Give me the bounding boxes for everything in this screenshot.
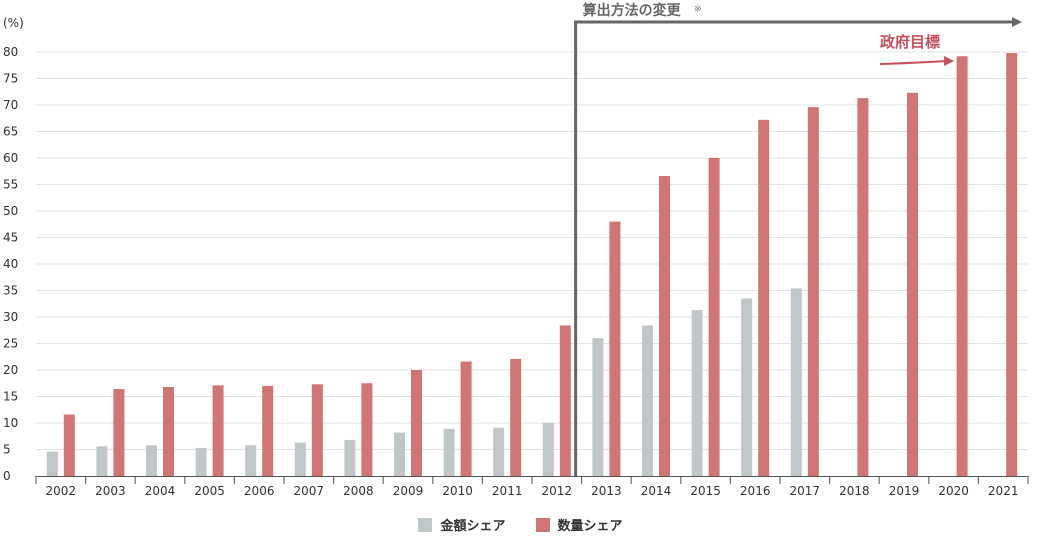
bar-amount-2007 [294, 442, 306, 476]
bar-quantity-2010 [460, 361, 472, 476]
bar-quantity-2018 [857, 98, 869, 477]
y-tick-label: 75 [3, 72, 18, 86]
y-tick-label: 25 [3, 337, 18, 351]
bar-quantity-2004 [163, 386, 174, 476]
bar-quantity-2003 [113, 389, 125, 476]
x-tick-label: 2005 [194, 484, 225, 498]
method-change-arrowhead [1012, 17, 1022, 27]
bar-quantity-2005 [212, 385, 224, 476]
government-target-arrow [879, 60, 947, 65]
government-target-arrowhead [944, 56, 955, 66]
bar-amount-2012 [542, 423, 554, 476]
method-change-label: 算出方法の変更 [583, 2, 682, 19]
legend-item-amount-share: 金額シェア [418, 515, 506, 534]
y-tick-label: 30 [3, 310, 18, 324]
bar-quantity-2021 [1006, 53, 1018, 477]
bar-quantity-2013 [609, 221, 621, 476]
legend-label-amount-share: 金額シェア [440, 519, 506, 534]
x-tick-label: 2010 [442, 484, 473, 498]
bar-amount-2017 [790, 288, 802, 476]
x-tick-label: 2017 [790, 484, 821, 498]
bar-amount-2002 [46, 451, 58, 476]
y-tick-label: 20 [3, 363, 18, 377]
x-tick-label: 2004 [145, 484, 176, 498]
bar-amount-2005 [195, 447, 207, 476]
x-tick-label: 2009 [393, 484, 424, 498]
legend-item-quantity-share: 数量シェア [535, 515, 623, 534]
bar-quantity-2020 [956, 56, 968, 477]
bar-amount-2009 [394, 432, 405, 476]
bar-quantity-2011 [510, 358, 522, 476]
y-tick-label: 0 [3, 469, 11, 483]
bar-amount-2004 [146, 445, 157, 476]
bar-amount-2016 [741, 298, 753, 476]
y-tick-label: 10 [3, 416, 18, 430]
y-tick-label: 15 [3, 390, 18, 404]
x-tick-label: 2020 [938, 484, 969, 498]
bar-amount-2014 [642, 325, 653, 476]
bar-quantity-2006 [262, 385, 274, 476]
x-tick-label: 2002 [46, 484, 77, 498]
bars [46, 53, 1018, 477]
grid-lines [36, 51, 1028, 450]
bar-amount-2003 [96, 446, 108, 476]
bar-quantity-2007 [311, 384, 323, 476]
y-tick-label: 65 [3, 125, 18, 139]
method-change-note-mark: ※ [694, 4, 702, 15]
x-tick-label: 2003 [95, 484, 126, 498]
bar-quantity-2008 [361, 383, 373, 476]
x-tick-label: 2014 [641, 484, 672, 498]
legend-label-quantity-share: 数量シェア [557, 519, 623, 534]
bar-quantity-2016 [758, 119, 770, 476]
y-unit-label: (%) [3, 16, 24, 30]
bar-amount-2011 [493, 427, 505, 476]
y-tick-label: 70 [3, 98, 18, 112]
bar-quantity-2019 [907, 92, 918, 476]
bar-quantity-2014 [659, 176, 670, 476]
bar-quantity-2002 [63, 414, 75, 476]
bar-quantity-2017 [807, 107, 819, 477]
bar-amount-2006 [245, 445, 257, 476]
method-change-bracket [574, 20, 1012, 476]
bar-quantity-2012 [559, 325, 571, 476]
x-tick-label: 2016 [740, 484, 771, 498]
y-tick-label: 80 [3, 45, 18, 59]
x-tick-label: 2018 [839, 484, 870, 498]
y-tick-label: 55 [3, 178, 18, 192]
y-tick-label: 5 [3, 443, 11, 457]
bar-quantity-2015 [708, 158, 720, 476]
bar-amount-2008 [344, 439, 356, 476]
bar-amount-2015 [691, 310, 703, 476]
y-tick-label: 35 [3, 284, 18, 298]
government-target-label: 政府目標 [880, 33, 940, 51]
y-tick-label: 60 [3, 151, 18, 165]
legend-swatch-quantity-share [535, 517, 550, 532]
x-tick-label: 2011 [492, 484, 523, 498]
y-tick-label: 45 [3, 231, 18, 245]
legend: 金額シェア 数量シェア [0, 515, 1041, 534]
x-tick-label: 2015 [690, 484, 721, 498]
x-axis-tick-labels: 2002 2003 2004 2005 2006 2007 2008 2009 2010 2011… [46, 484, 1019, 498]
y-axis-tick-labels: 0 5 10 15 20 25 30 35 40 45 50 55 60 65 70 75 80 [3, 45, 18, 483]
x-tick-label: 2021 [988, 484, 1019, 498]
y-tick-label: 40 [3, 257, 18, 271]
annotations: 算出方法の変更 ※ 政府目標 [574, 2, 1022, 476]
x-tick-label: 2012 [542, 484, 573, 498]
x-tick-label: 2006 [244, 484, 275, 498]
bar-amount-2013 [592, 338, 604, 476]
bar-quantity-2009 [411, 370, 422, 476]
x-tick-label: 2007 [294, 484, 325, 498]
x-tick-label: 2008 [343, 484, 374, 498]
x-axis [35, 476, 1029, 484]
legend-swatch-amount-share [418, 517, 433, 532]
y-tick-label: 50 [3, 204, 18, 218]
bar-amount-2010 [443, 428, 455, 476]
x-tick-label: 2019 [889, 484, 920, 498]
x-tick-label: 2013 [591, 484, 622, 498]
